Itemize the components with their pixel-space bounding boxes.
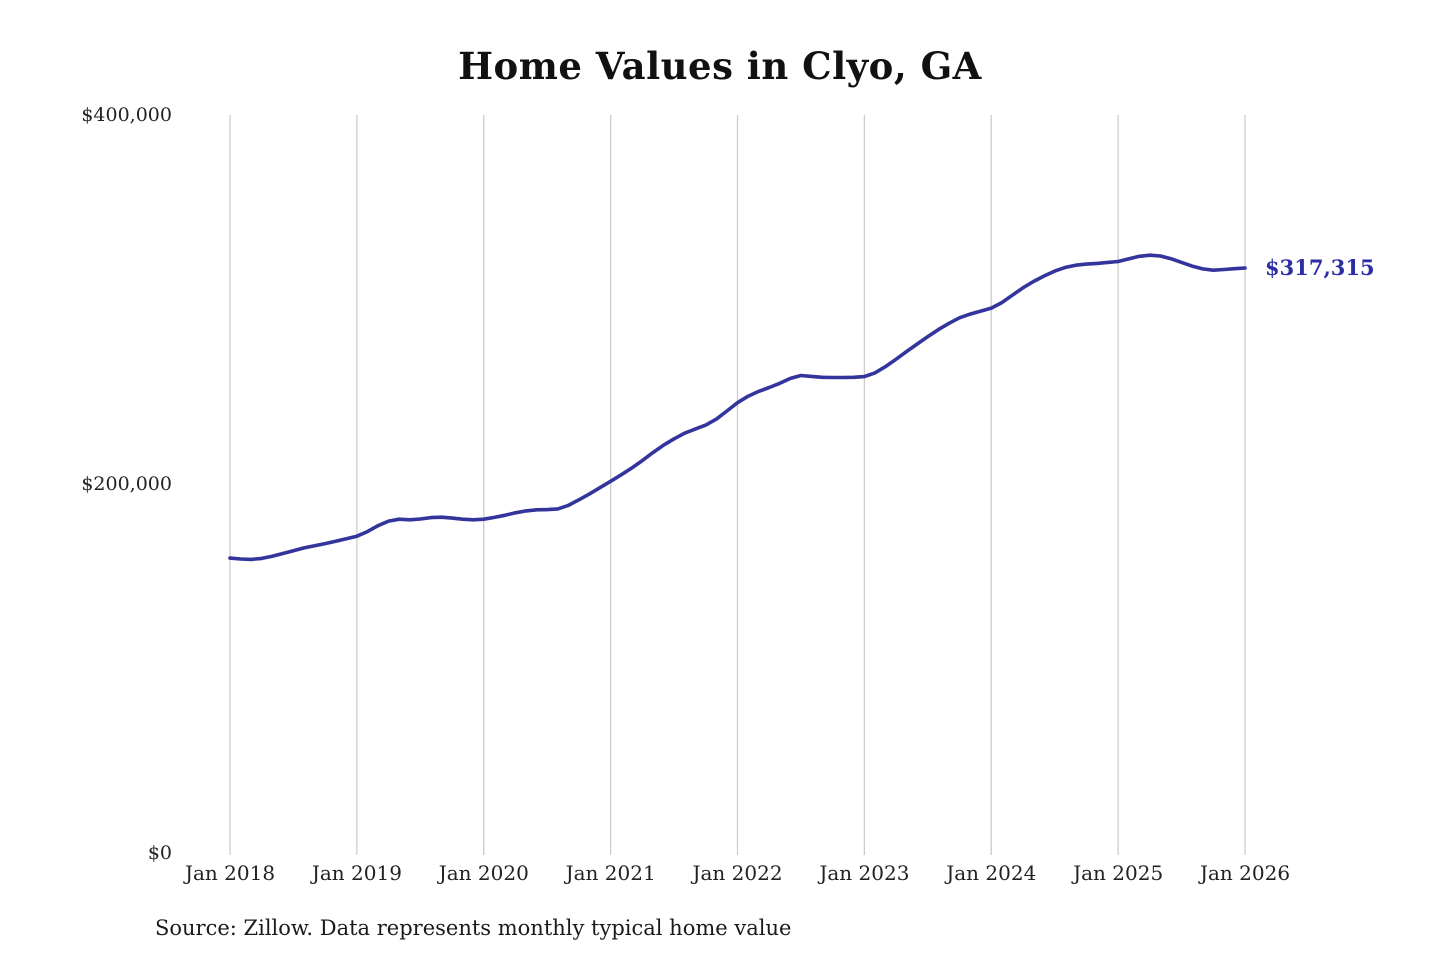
x-tick-label: Jan 2019	[311, 861, 402, 885]
vertical-gridlines	[229, 115, 1246, 855]
chart-title: Home Values in Clyo, GA	[458, 44, 982, 88]
x-tick-label: Jan 2018	[184, 861, 276, 885]
source-note: Source: Zillow. Data represents monthly …	[155, 916, 792, 940]
x-tick-label: Jan 2024	[946, 861, 1037, 885]
y-axis-tick-200000: $200,000	[81, 473, 172, 495]
end-value-label: $317,315	[1265, 254, 1375, 280]
x-tick-label: Jan 2026	[1199, 861, 1291, 885]
x-tick-label: Jan 2025	[1073, 861, 1164, 885]
y-axis-tick-0: $0	[147, 842, 172, 864]
x-tick-label: Jan 2021	[565, 861, 656, 885]
x-tick-label: Jan 2022	[692, 861, 783, 885]
y-axis-tick-400000: $400,000	[81, 104, 172, 126]
home-value-line	[228, 253, 1247, 562]
x-tick-label: Jan 2023	[819, 861, 910, 885]
x-tick-label: Jan 2020	[438, 861, 529, 885]
